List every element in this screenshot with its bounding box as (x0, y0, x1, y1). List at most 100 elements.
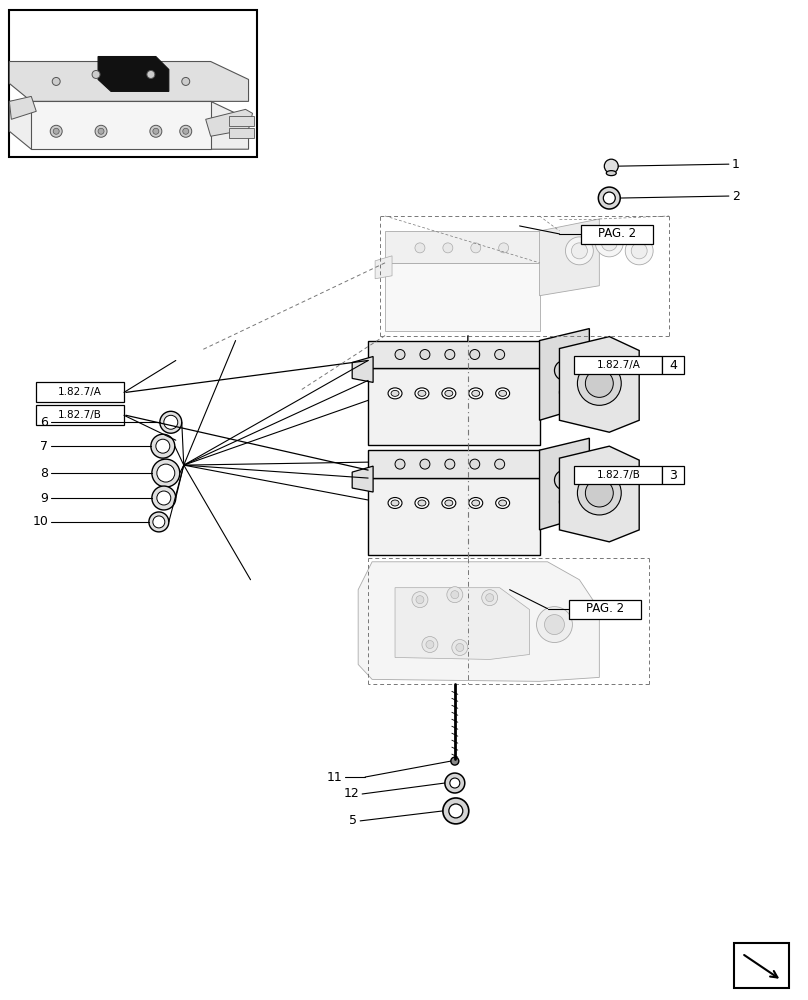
Circle shape (565, 387, 574, 397)
Text: PAG. 2: PAG. 2 (598, 227, 637, 240)
Circle shape (416, 596, 424, 604)
Ellipse shape (495, 498, 510, 508)
Text: 1: 1 (732, 158, 740, 171)
Circle shape (499, 243, 509, 253)
Circle shape (53, 128, 59, 134)
Circle shape (164, 415, 178, 429)
Circle shape (160, 411, 182, 433)
Bar (662, 356, 684, 374)
Circle shape (595, 229, 623, 257)
Circle shape (395, 459, 405, 469)
Circle shape (395, 350, 405, 359)
Polygon shape (385, 263, 540, 331)
Circle shape (578, 471, 621, 515)
Circle shape (412, 592, 428, 608)
Bar (662, 466, 684, 484)
Circle shape (183, 128, 189, 134)
Text: 3: 3 (669, 469, 677, 482)
Ellipse shape (442, 498, 456, 508)
Ellipse shape (418, 390, 426, 396)
Circle shape (450, 778, 460, 788)
Text: 6: 6 (40, 416, 48, 429)
Circle shape (494, 459, 505, 469)
Polygon shape (98, 57, 169, 91)
Circle shape (601, 235, 617, 251)
Circle shape (151, 434, 175, 458)
Text: 9: 9 (40, 492, 48, 505)
Circle shape (537, 607, 572, 643)
Circle shape (445, 459, 455, 469)
Circle shape (153, 516, 165, 528)
Circle shape (469, 459, 480, 469)
Text: 10: 10 (32, 515, 48, 528)
Polygon shape (559, 446, 639, 542)
Text: 1.82.7/A: 1.82.7/A (58, 387, 102, 397)
Circle shape (415, 243, 425, 253)
Bar (36, 382, 124, 402)
Ellipse shape (469, 388, 482, 399)
Polygon shape (10, 96, 36, 119)
Text: 2: 2 (732, 190, 740, 203)
Circle shape (471, 243, 481, 253)
Circle shape (149, 512, 169, 532)
Circle shape (445, 773, 465, 793)
Circle shape (50, 125, 62, 137)
Bar (734, 943, 789, 988)
Circle shape (447, 587, 463, 603)
Ellipse shape (469, 498, 482, 508)
Text: 4: 4 (669, 359, 677, 372)
Text: 7: 7 (40, 440, 48, 453)
Circle shape (156, 439, 170, 453)
Bar (574, 356, 662, 374)
Circle shape (456, 644, 464, 651)
Ellipse shape (391, 500, 399, 506)
Circle shape (571, 243, 587, 259)
Ellipse shape (442, 388, 456, 399)
Bar (229, 128, 254, 138)
Circle shape (565, 370, 584, 390)
Ellipse shape (418, 500, 426, 506)
Polygon shape (368, 478, 540, 555)
Bar (570, 600, 642, 619)
Ellipse shape (445, 500, 452, 506)
Ellipse shape (499, 500, 507, 506)
Bar (582, 225, 653, 244)
Bar (36, 405, 124, 425)
Polygon shape (368, 368, 540, 445)
Circle shape (92, 70, 100, 78)
Circle shape (494, 350, 505, 359)
Circle shape (554, 360, 574, 380)
Circle shape (95, 125, 107, 137)
Circle shape (157, 464, 175, 482)
Circle shape (585, 369, 613, 397)
Circle shape (566, 237, 593, 265)
Circle shape (565, 480, 584, 500)
Ellipse shape (415, 388, 429, 399)
Circle shape (420, 350, 430, 359)
Ellipse shape (472, 500, 480, 506)
Polygon shape (540, 219, 600, 296)
Polygon shape (375, 256, 392, 279)
Bar (574, 466, 662, 484)
Circle shape (53, 77, 60, 85)
Polygon shape (540, 329, 589, 420)
Circle shape (452, 640, 468, 655)
Circle shape (559, 365, 570, 375)
Polygon shape (368, 450, 555, 478)
Ellipse shape (445, 390, 452, 396)
Bar (10, 10, 256, 157)
Circle shape (149, 125, 162, 137)
Circle shape (559, 382, 579, 402)
Polygon shape (206, 109, 253, 136)
Polygon shape (395, 588, 529, 659)
Circle shape (443, 798, 469, 824)
Circle shape (625, 237, 653, 265)
Ellipse shape (472, 390, 480, 396)
Circle shape (152, 459, 179, 487)
Polygon shape (385, 231, 559, 263)
Circle shape (147, 70, 155, 78)
Ellipse shape (606, 171, 617, 176)
Bar (229, 116, 254, 126)
Circle shape (426, 641, 434, 648)
Circle shape (153, 128, 159, 134)
